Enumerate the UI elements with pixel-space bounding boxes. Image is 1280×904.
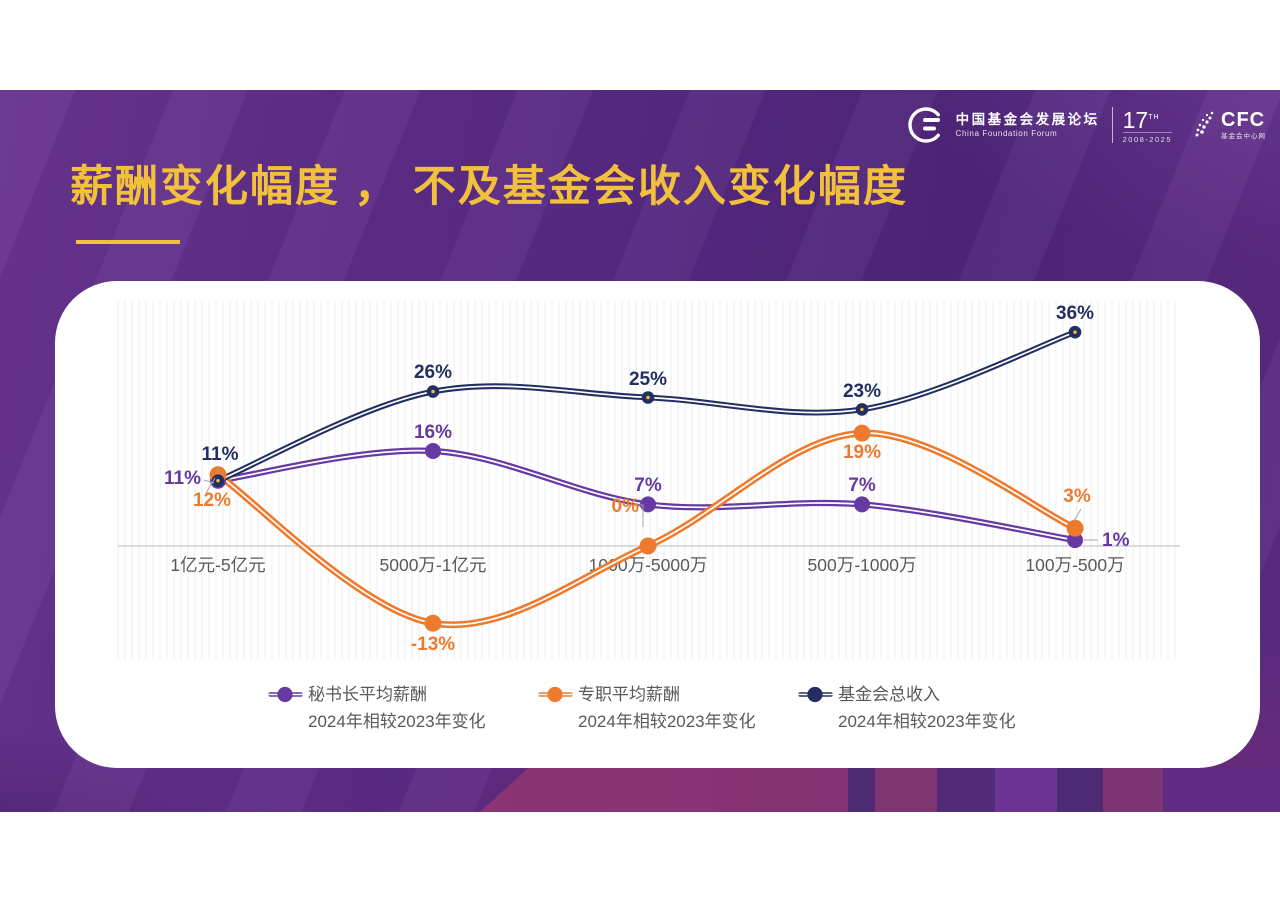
legend-item-fulltime-salary: 专职平均薪酬 2024年相较2023年变化 bbox=[537, 681, 756, 735]
slide-title: 薪酬变化幅度 ， 不及基金会收入变化幅度 bbox=[70, 163, 908, 211]
svg-text:12%: 12% bbox=[193, 490, 231, 511]
cfc-name: CFC bbox=[1221, 109, 1266, 131]
edition-suffix: TH bbox=[1148, 114, 1160, 121]
cff-logo-text: 中国基金会发展论坛 China Foundation Forum bbox=[956, 111, 1100, 139]
logo-divider bbox=[1111, 107, 1113, 143]
svg-text:5000万-1亿元: 5000万-1亿元 bbox=[380, 555, 487, 575]
legend-item-foundation-income: 基金会总收入 2024年相较2023年变化 bbox=[797, 681, 1016, 735]
cfc-subtitle: 基金会中心网 bbox=[1221, 133, 1266, 140]
cfc-starburst-icon bbox=[1195, 111, 1214, 137]
edition-number: 17 bbox=[1122, 107, 1149, 133]
legend-label: 基金会总收入 bbox=[838, 685, 940, 704]
svg-text:16%: 16% bbox=[414, 422, 452, 443]
edition-years: 2008-2025 bbox=[1122, 132, 1172, 144]
svg-text:-13%: -13% bbox=[411, 634, 455, 655]
svg-text:1%: 1% bbox=[1102, 530, 1130, 551]
svg-text:0%: 0% bbox=[612, 496, 640, 517]
legend-label: 专职平均薪酬 bbox=[578, 685, 680, 704]
legend-marker-icon bbox=[268, 686, 303, 703]
cff-name-en: China Foundation Forum bbox=[955, 129, 1058, 138]
svg-text:36%: 36% bbox=[1056, 303, 1094, 324]
legend-sublabel: 2024年相较2023年变化 bbox=[838, 712, 1016, 731]
logo-bar: 中国基金会发展论坛 China Foundation Forum 17TH 20… bbox=[905, 104, 1266, 146]
legend-item-secretary-salary: 秘书长平均薪酬 2024年相较2023年变化 bbox=[267, 681, 486, 735]
legend-sublabel: 2024年相较2023年变化 bbox=[308, 712, 486, 731]
svg-text:19%: 19% bbox=[843, 442, 881, 463]
legend-label: 秘书长平均薪酬 bbox=[308, 685, 427, 704]
bottom-bars-decoration bbox=[848, 768, 1280, 812]
svg-text:25%: 25% bbox=[629, 369, 667, 390]
cfc-logo: CFC 基金会中心网 bbox=[1194, 110, 1266, 140]
title-underline bbox=[76, 240, 180, 244]
legend-sublabel: 2024年相较2023年变化 bbox=[578, 712, 756, 731]
svg-text:11%: 11% bbox=[164, 468, 201, 489]
chart-card: 1亿元-5亿元 5000万-1亿元 1000万-5000万 500万-1000万 100… bbox=[55, 281, 1260, 768]
svg-text:500万-1000万: 500万-1000万 bbox=[808, 555, 917, 575]
salary-change-line-chart: 1亿元-5亿元 5000万-1亿元 1000万-5000万 500万-1000万 100… bbox=[117, 301, 1180, 659]
svg-text:100万-500万: 100万-500万 bbox=[1025, 555, 1124, 575]
svg-text:7%: 7% bbox=[848, 475, 876, 496]
cff-name-cn: 中国基金会发展论坛 bbox=[955, 112, 1100, 127]
svg-text:26%: 26% bbox=[414, 362, 452, 383]
svg-text:3%: 3% bbox=[1063, 486, 1091, 507]
svg-text:7%: 7% bbox=[634, 475, 662, 496]
svg-text:23%: 23% bbox=[843, 381, 881, 402]
legend-marker-icon bbox=[798, 686, 833, 703]
slide-background: 中国基金会发展论坛 China Foundation Forum 17TH 20… bbox=[0, 90, 1280, 812]
svg-text:1亿元-5亿元: 1亿元-5亿元 bbox=[170, 555, 265, 575]
cff-logo-icon bbox=[907, 107, 944, 143]
svg-text:11%: 11% bbox=[202, 444, 239, 465]
legend-marker-icon bbox=[538, 686, 573, 703]
edition-block: 17TH 2008-2025 bbox=[1122, 106, 1172, 144]
